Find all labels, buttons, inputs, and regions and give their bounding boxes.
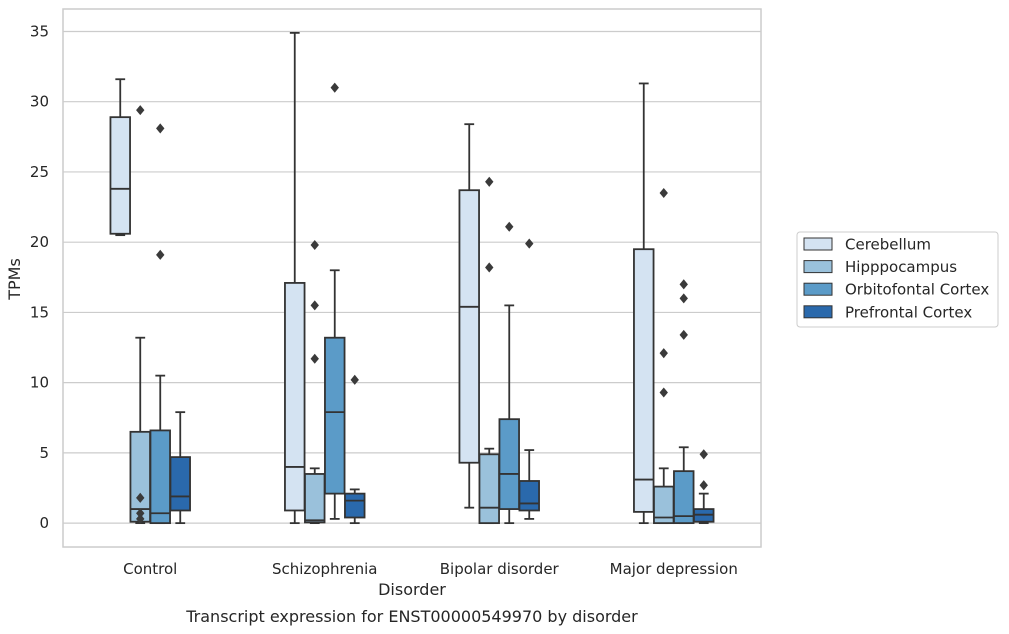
x-tick-label: Major depression [610, 560, 738, 578]
outlier-point [679, 293, 688, 304]
outlier-point [330, 82, 339, 93]
grid [63, 30, 761, 524]
y-tick-label: 20 [30, 233, 49, 251]
box [284, 282, 306, 512]
box-orbitofontal-cortex-bipolar-disorder [498, 221, 520, 525]
y-tick-label: 10 [30, 374, 49, 392]
outlier-point [485, 262, 494, 273]
legend-swatch [803, 260, 833, 274]
y-tick-label: 35 [30, 22, 49, 40]
outlier-point [310, 239, 319, 251]
legend: Cerebellum Hipppocampus Orbitofontal Corte… [796, 231, 999, 328]
legend-swatch [803, 305, 833, 319]
outlier-point [310, 353, 319, 364]
y-tick-labels: 0 5 10 15 20 25 30 35 [30, 22, 49, 532]
box [149, 429, 171, 525]
outlier-point [679, 329, 688, 340]
y-tick-label: 30 [30, 93, 49, 111]
box-cerebellum-control [109, 78, 131, 237]
y-tick-label: 15 [30, 303, 49, 321]
legend-label: Cerebellum [845, 236, 931, 254]
box-cerebellum-major-depression [633, 82, 655, 525]
y-tick-label: 25 [30, 163, 49, 181]
box-prefrontal-cortex-schizophrenia [344, 374, 366, 525]
outlier-point [156, 249, 165, 260]
outlier-point [659, 348, 668, 359]
box [109, 116, 131, 235]
legend-label: Hipppocampus [845, 258, 957, 276]
plot-frame [62, 8, 762, 548]
box [458, 189, 480, 464]
box-orbitofontal-cortex-control [149, 123, 171, 525]
box [324, 336, 346, 495]
x-tick-label: Bipolar disorder [440, 560, 560, 578]
outlier-point [485, 176, 494, 187]
box-orbitofontal-cortex-schizophrenia [324, 82, 346, 520]
outlier-point [350, 374, 359, 385]
x-tick-labels: Control Schizophrenia Bipolar disorder Majo… [123, 560, 738, 578]
box [304, 473, 326, 524]
box [344, 492, 366, 519]
legend-label: Orbitofontal Cortex [845, 281, 989, 299]
box-cerebellum-bipolar-disorder [458, 123, 480, 509]
box-hipppocampus-bipolar-disorder [478, 176, 500, 525]
outlier-point [136, 513, 145, 524]
box [633, 248, 655, 513]
box-prefrontal-cortex-bipolar-disorder [518, 238, 540, 520]
x-tick-label: Control [123, 560, 177, 578]
outlier-point [525, 238, 534, 249]
y-tick-label: 5 [39, 444, 49, 462]
box [673, 470, 695, 525]
chart-caption: Transcript expression for ENST0000054997… [185, 607, 638, 626]
box [518, 480, 540, 512]
outlier-point [136, 105, 145, 116]
x-tick-label: Schizophrenia [272, 560, 377, 578]
box-prefrontal-cortex-major-depression [693, 449, 715, 525]
legend-swatch [803, 282, 833, 296]
box-hipppocampus-control [129, 105, 151, 525]
box [169, 456, 191, 512]
box-prefrontal-cortex-control [169, 411, 191, 525]
box-cerebellum-schizophrenia [284, 31, 306, 525]
box-plots [109, 31, 715, 525]
x-axis-label: Disorder [378, 580, 446, 599]
box-hipppocampus-major-depression [653, 187, 675, 525]
legend-swatch [803, 237, 833, 251]
outlier-point [679, 279, 688, 290]
outlier-point [505, 221, 514, 232]
outlier-point [659, 187, 668, 199]
outlier-point [310, 300, 319, 311]
outlier-point [156, 123, 165, 134]
outlier-point [699, 480, 708, 491]
legend-label: Prefrontal Cortex [845, 303, 972, 321]
box [478, 453, 500, 525]
outlier-point [659, 387, 668, 398]
outlier-point [699, 449, 708, 460]
box-hipppocampus-schizophrenia [304, 239, 326, 525]
outlier-point [136, 492, 145, 503]
box [498, 418, 520, 510]
y-tick-label: 0 [39, 514, 49, 532]
outlier-point [136, 508, 145, 519]
y-axis-label: TPMs [5, 258, 24, 301]
legend-frame [796, 231, 999, 328]
box-orbitofontal-cortex-major-depression [673, 279, 695, 525]
